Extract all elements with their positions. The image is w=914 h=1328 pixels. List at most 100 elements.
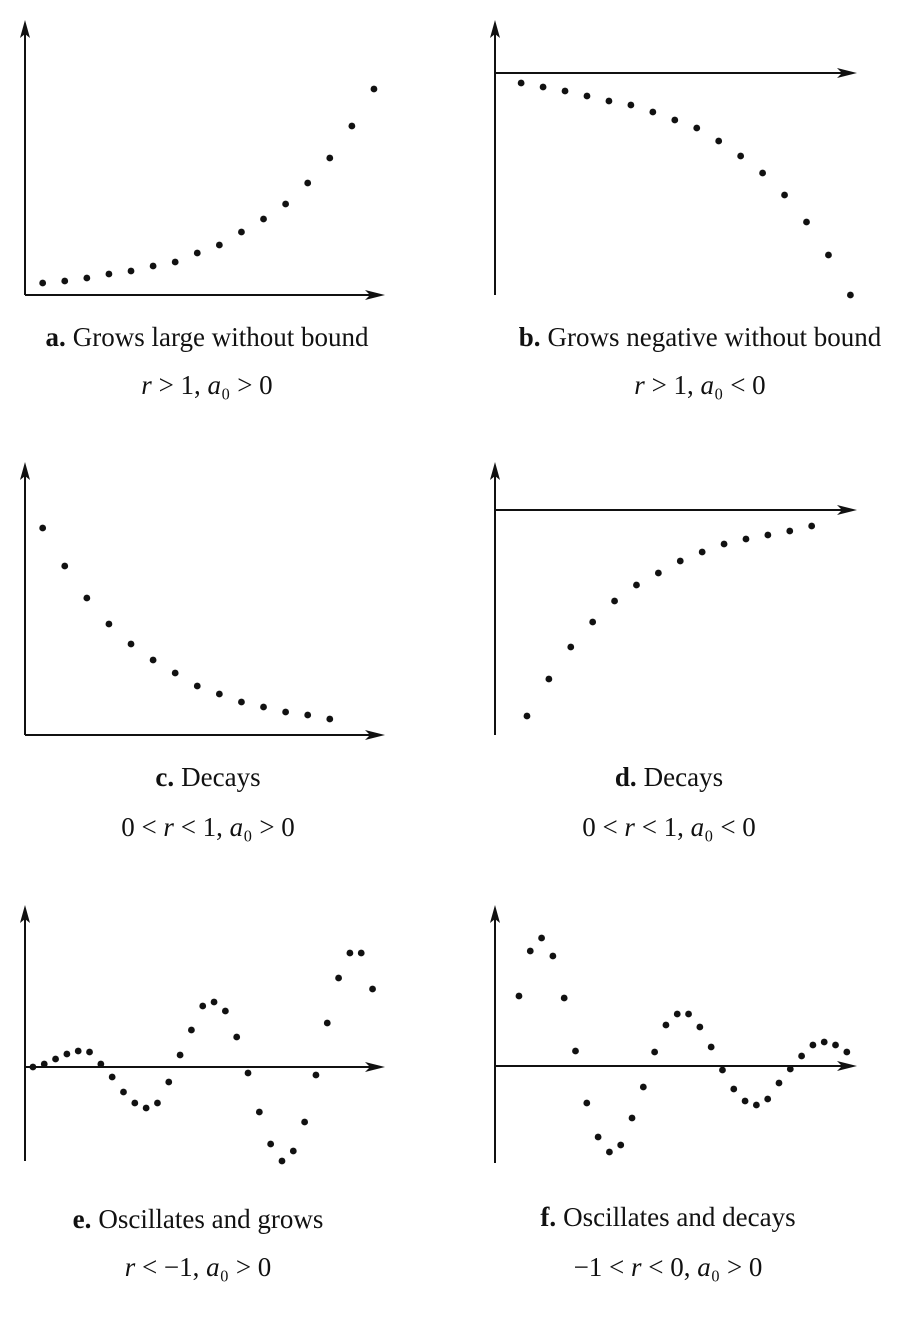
data-point	[742, 535, 750, 543]
data-point	[312, 1071, 320, 1079]
plot	[20, 905, 385, 1165]
data-point	[267, 1140, 275, 1148]
data-point	[798, 1052, 806, 1060]
condition-part: a	[208, 370, 222, 400]
caption-title: c. Decays	[155, 762, 260, 792]
x-axis-arrow	[365, 1062, 385, 1072]
data-point	[605, 97, 613, 105]
data-point	[671, 116, 679, 124]
data-point	[127, 640, 135, 648]
caption-label: c.	[155, 762, 174, 792]
data-point	[764, 531, 772, 539]
condition-part: ₀ < 0	[714, 370, 766, 400]
caption-condition: r > 1, a₀ < 0	[634, 370, 765, 400]
condition-part: ₀ > 0	[711, 1252, 763, 1282]
caption-condition: r < −1, a₀ > 0	[125, 1252, 272, 1282]
caption-condition: 0 < r < 1, a₀ > 0	[121, 812, 295, 842]
data-point	[233, 1033, 241, 1041]
data-point	[108, 1073, 116, 1081]
data-point	[282, 708, 290, 716]
data-point	[781, 191, 788, 199]
data-point	[335, 974, 342, 982]
data-point	[617, 1141, 625, 1149]
data-point	[370, 85, 378, 93]
condition-part: r	[634, 370, 645, 400]
data-point	[165, 1078, 173, 1086]
data-point	[61, 277, 69, 285]
data-point	[304, 179, 312, 187]
data-point	[820, 1038, 828, 1046]
data-point	[176, 1051, 184, 1059]
data-point	[698, 548, 706, 556]
condition-part: > 1,	[645, 370, 701, 400]
caption-title: d. Decays	[615, 762, 723, 792]
data-point	[97, 1060, 105, 1068]
data-point	[737, 152, 745, 160]
condition-part: a	[206, 1252, 220, 1282]
caption-label: a.	[46, 322, 66, 352]
condition-part: a	[701, 370, 715, 400]
data-point	[149, 656, 157, 664]
condition-part: r	[624, 812, 635, 842]
data-point	[357, 949, 365, 957]
data-point	[720, 540, 728, 548]
y-axis-arrow	[490, 905, 500, 923]
plot	[490, 20, 857, 299]
data-point	[326, 715, 334, 723]
plot	[490, 462, 857, 735]
data-point	[560, 994, 568, 1002]
data-point	[199, 1002, 207, 1010]
data-point	[278, 1157, 286, 1165]
condition-part: < 0,	[642, 1252, 698, 1282]
data-point	[61, 562, 69, 570]
caption-title: a. Grows large without bound	[46, 322, 369, 352]
data-point	[238, 698, 245, 706]
caption-text: Oscillates and decays	[563, 1202, 795, 1232]
data-point	[764, 1095, 772, 1103]
data-point	[40, 1060, 48, 1068]
condition-part: 0 <	[121, 812, 163, 842]
data-point	[304, 711, 312, 719]
data-point	[120, 1088, 127, 1096]
condition-part: > 1,	[152, 370, 208, 400]
data-point	[348, 122, 356, 130]
data-point	[526, 947, 534, 955]
data-point	[149, 262, 157, 270]
data-point	[260, 703, 267, 711]
caption-condition: −1 < r < 0, a₀ > 0	[574, 1252, 763, 1282]
caption-label: d.	[615, 762, 637, 792]
data-point	[693, 124, 701, 132]
data-point	[775, 1079, 783, 1087]
y-axis-arrow	[20, 462, 30, 480]
data-point	[561, 87, 569, 95]
data-point	[572, 1047, 579, 1055]
x-axis-arrow	[837, 505, 857, 515]
data-point	[685, 1010, 692, 1018]
data-point	[52, 1055, 59, 1063]
caption-text: Decays	[644, 762, 723, 792]
data-point	[326, 154, 334, 162]
data-point	[538, 934, 545, 942]
caption-text: Grows large without bound	[73, 322, 369, 352]
data-point	[29, 1063, 37, 1071]
condition-part: a	[691, 812, 705, 842]
data-point	[131, 1099, 139, 1107]
data-point	[594, 1133, 602, 1141]
condition-part: −1 <	[574, 1252, 631, 1282]
caption-title: e. Oscillates and grows	[73, 1204, 324, 1234]
data-point	[673, 1010, 681, 1018]
data-point	[741, 1097, 749, 1105]
data-point	[215, 241, 223, 249]
data-point	[809, 1041, 817, 1049]
data-point	[244, 1069, 252, 1077]
data-point	[127, 267, 135, 275]
data-point	[188, 1026, 195, 1034]
data-point	[627, 101, 635, 109]
data-point	[515, 992, 523, 1000]
x-axis-arrow	[365, 290, 385, 300]
y-axis-arrow	[490, 20, 500, 38]
data-point	[369, 985, 376, 993]
y-axis-arrow	[20, 20, 30, 38]
data-point	[583, 92, 591, 100]
